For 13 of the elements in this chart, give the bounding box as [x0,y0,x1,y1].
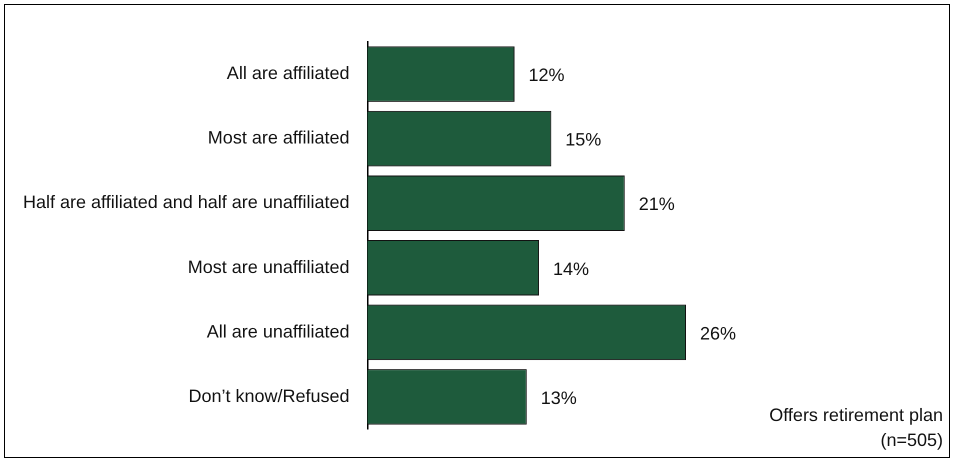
y-tick-label: Half are affiliated and half are unaffiliated [22,192,350,212]
text: Offers retirement plan (n=505) [769,404,943,452]
data-label: 15% [565,130,602,150]
data-label: 26% [700,323,736,344]
data-label: 21% [638,194,675,214]
y-tick-label: All are affiliated [226,63,350,84]
y-tick-label: All are unaffiliated [206,321,350,342]
data-label: 12% [528,65,565,86]
y-tick-label: Most are unaffiliated [188,256,350,277]
data-label: 14% [553,258,590,279]
y-tick-label: Don’t know/Refused [188,386,350,406]
data-label: 13% [540,388,577,408]
y-tick-label: Most are affiliated [208,128,350,148]
